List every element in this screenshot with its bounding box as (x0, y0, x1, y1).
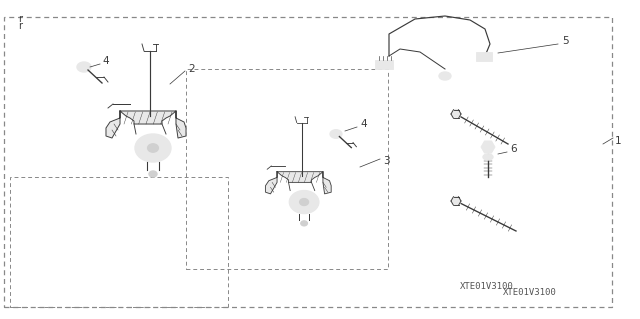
Text: 6: 6 (510, 144, 516, 154)
Bar (186, 69, 388, 269)
FancyBboxPatch shape (476, 52, 492, 61)
Ellipse shape (301, 221, 307, 226)
Text: XTE01V3100: XTE01V3100 (503, 288, 557, 297)
Text: XTE01V3100: XTE01V3100 (460, 282, 514, 291)
Ellipse shape (451, 109, 461, 118)
Polygon shape (323, 172, 331, 194)
Ellipse shape (300, 199, 308, 205)
Ellipse shape (330, 130, 342, 138)
Text: r: r (18, 14, 22, 24)
Text: 4: 4 (102, 56, 109, 66)
Text: r: r (18, 21, 22, 31)
Ellipse shape (135, 134, 171, 162)
Polygon shape (277, 172, 323, 182)
Ellipse shape (77, 62, 91, 72)
Text: 4: 4 (360, 119, 367, 129)
Ellipse shape (439, 72, 451, 80)
Ellipse shape (148, 144, 159, 152)
Ellipse shape (289, 190, 319, 213)
Polygon shape (120, 111, 176, 124)
FancyBboxPatch shape (375, 60, 393, 69)
Ellipse shape (483, 154, 493, 160)
Polygon shape (481, 141, 495, 153)
Polygon shape (266, 172, 277, 194)
Polygon shape (176, 111, 186, 138)
Ellipse shape (149, 171, 157, 177)
Text: 5: 5 (562, 36, 568, 46)
Text: 3: 3 (383, 156, 390, 166)
Text: 2: 2 (188, 64, 195, 74)
Text: 1: 1 (615, 136, 621, 146)
Ellipse shape (451, 197, 461, 205)
Polygon shape (106, 111, 120, 138)
Bar (10, 177, 228, 307)
